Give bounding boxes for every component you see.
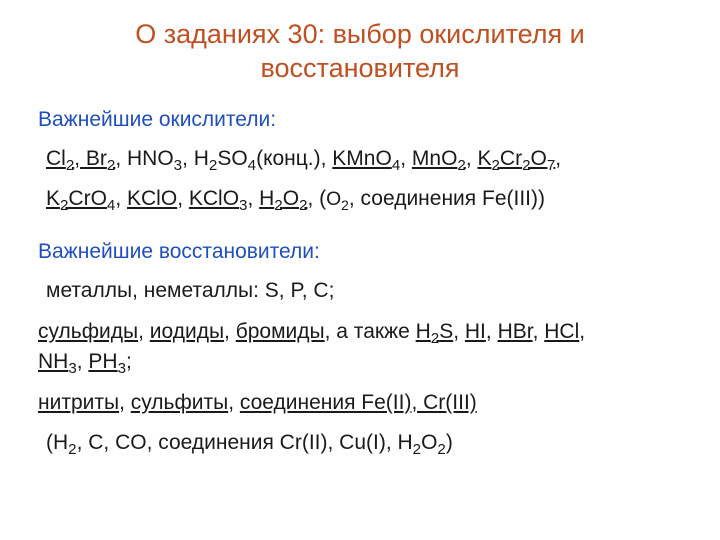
h2s: H2S — [416, 320, 454, 343]
kclo3: KClO3 — [189, 187, 248, 210]
sulfides: сульфиды — [38, 320, 138, 343]
reducers-heading: Важнейшие восстановители: — [38, 240, 682, 264]
k2cr2o7: K2Cr2O7 — [477, 147, 555, 170]
reducers-line-1: металлы, неметаллы: S, P, C; — [38, 276, 682, 306]
spacer — [38, 224, 682, 240]
nh3: NH3 — [38, 350, 77, 373]
k2cro4: K2CrO4 — [46, 187, 115, 210]
hbr: HBr — [498, 320, 533, 343]
oxidizers-line-1: Cl2, Br2, HNO3, H2SO4(конц.), KMnO4, MnO… — [38, 144, 682, 174]
nitrites: нитриты — [38, 391, 119, 414]
sulfites: сульфиты — [131, 391, 228, 414]
iodides: иодиды — [150, 320, 224, 343]
kmno4: KMnO4 — [332, 147, 400, 170]
title-line-1: О заданиях 30: выбор окислителя и — [135, 19, 584, 49]
hcl: HCl — [544, 320, 579, 343]
oxidizers-heading: Важнейшие окислители: — [38, 108, 682, 132]
reducers-line-3: нитриты, сульфиты, соединения Fe(II), Cr… — [38, 388, 682, 418]
title-line-2: восстановителя — [260, 53, 459, 83]
hi: HI — [465, 320, 486, 343]
h2o2: H2O2 — [259, 187, 307, 210]
ph3: PH3 — [88, 350, 126, 373]
oxidizers-line-2: K2CrO4, KClO, KClO3, H2O2, (O2, соединен… — [38, 184, 682, 214]
reducers-line-4: (H2, C, CO, соединения Cr(II), Cu(I), H2… — [38, 428, 682, 458]
kclo: KClO — [127, 187, 177, 210]
slide-root: О заданиях 30: выбор окислителя и восста… — [0, 0, 720, 540]
bromides: бромиды — [236, 320, 325, 343]
cl2-br2: Cl2, Br2 — [46, 147, 115, 170]
slide-title: О заданиях 30: выбор окислителя и восста… — [38, 18, 682, 86]
o2-small: O2 — [326, 189, 349, 210]
mno2: MnO2 — [412, 147, 466, 170]
reducers-line-2: сульфиды, иодиды, бромиды, а также H2S, … — [38, 317, 682, 378]
fe2-cr3: соединения Fe(II), Cr(III) — [240, 391, 477, 414]
